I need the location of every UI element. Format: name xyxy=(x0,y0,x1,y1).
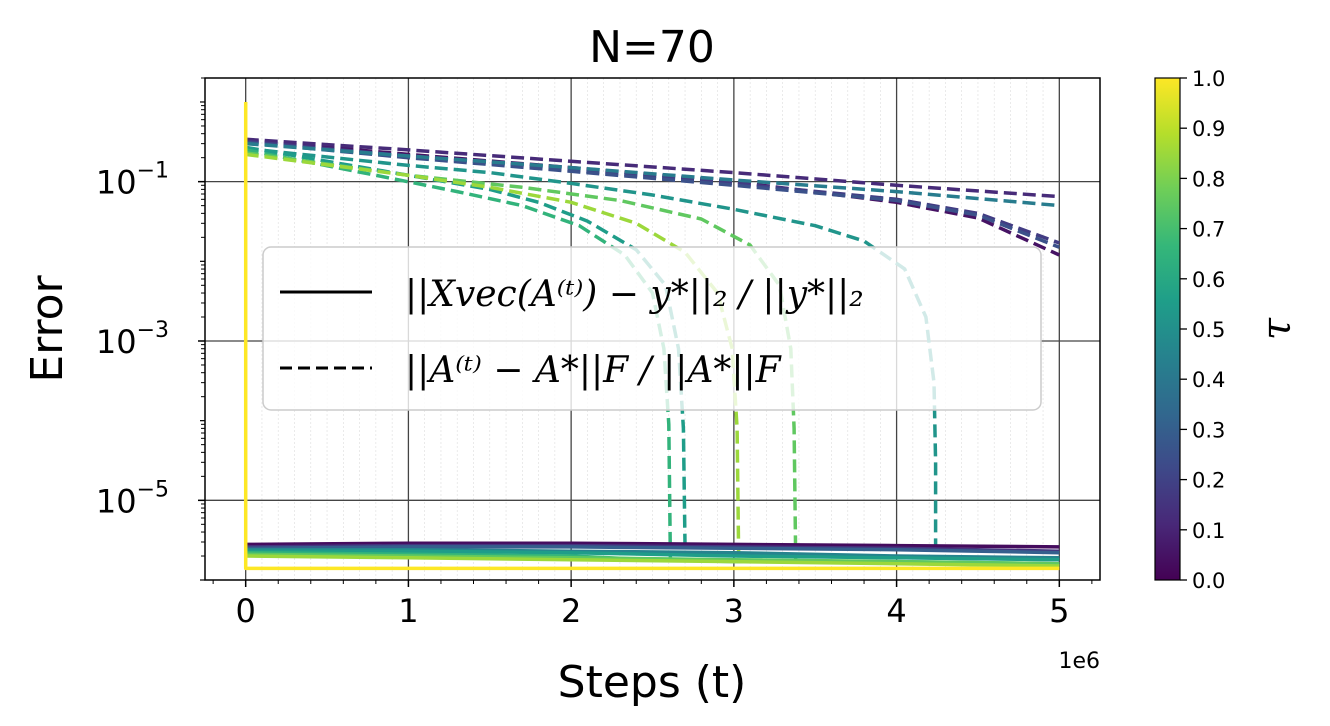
y-tick-label: 10−5 xyxy=(96,477,169,520)
colorbar-tick-label: 0.4 xyxy=(1192,368,1225,392)
x-tick-label: 2 xyxy=(561,592,581,630)
x-tick-label: 4 xyxy=(886,592,906,630)
colorbar-tick-label: 0.8 xyxy=(1192,167,1225,191)
solid-series-line xyxy=(243,102,1060,571)
legend: ||Xvec(A⁽ᵗ⁾) − y*||₂ / ||y*||₂ ||A⁽ᵗ⁾ − … xyxy=(262,246,1042,411)
colorbar: 0.0 0.1 0.2 0.3 0.4 0.5 0.6 0.7 0.8 0.9 1.0 τ xyxy=(1154,67,1300,593)
colorbar-tick-label: 0.5 xyxy=(1192,318,1225,342)
colorbar-tick-label: 0.2 xyxy=(1192,469,1225,493)
y-tick-exponent: −1 xyxy=(137,159,169,184)
solid-series-line xyxy=(245,549,1060,562)
colorbar-tick-label: 0.0 xyxy=(1192,569,1225,593)
y-tick-label: 10−1 xyxy=(96,159,169,202)
colorbar-tick-label: 0.7 xyxy=(1192,218,1225,242)
colorbar-tick-label: 0.1 xyxy=(1192,519,1225,543)
solid-series-line xyxy=(245,554,1060,568)
plot-frame xyxy=(204,77,1101,581)
legend-box xyxy=(262,246,1042,411)
colorbar-ticks: 0.0 0.1 0.2 0.3 0.4 0.5 0.6 0.7 0.8 0.9 1.0 xyxy=(1180,67,1225,593)
x-offset-label: 1e6 xyxy=(1058,649,1100,674)
solid-series-line xyxy=(245,552,1060,566)
x-axis-label: Steps (t) xyxy=(558,657,747,708)
solid-series-line xyxy=(245,545,1060,555)
y-axis: 10−1 10−3 10−5 xyxy=(96,77,205,581)
dashed-series-line xyxy=(245,146,938,560)
colorbar-tick-label: 0.3 xyxy=(1192,418,1225,442)
colorbar-tick-label: 0.6 xyxy=(1192,268,1225,292)
colorbar-gradient xyxy=(1154,77,1181,581)
colorbar-label: τ xyxy=(1254,317,1300,340)
colorbar-tick-label: 1.0 xyxy=(1192,67,1225,91)
x-tick-label: 5 xyxy=(1049,592,1069,630)
y-tick-exponent: −3 xyxy=(137,318,169,343)
legend-solid-label: ||Xvec(A⁽ᵗ⁾) − y*||₂ / ||y*||₂ xyxy=(405,274,864,315)
y-axis-label: Error xyxy=(22,274,73,382)
x-tick-label: 1 xyxy=(398,592,418,630)
x-tick-label: 0 xyxy=(236,592,256,630)
legend-dashed-label: ||A⁽ᵗ⁾ − A*||F / ||A*||F xyxy=(405,350,783,391)
chart-title: N=70 xyxy=(589,22,715,73)
dashed-series-line xyxy=(245,152,741,560)
dashed-series-line xyxy=(245,137,1060,199)
solid-series-line xyxy=(245,541,1060,549)
x-axis: 0 1 2 3 4 5 xyxy=(212,580,1093,630)
colorbar-tick-label: 0.9 xyxy=(1192,117,1225,141)
y-tick-exponent: −5 xyxy=(137,477,169,502)
y-tick-label: 10−3 xyxy=(96,318,169,361)
x-tick-label: 3 xyxy=(724,592,744,630)
dashed-series-line xyxy=(245,141,1060,208)
